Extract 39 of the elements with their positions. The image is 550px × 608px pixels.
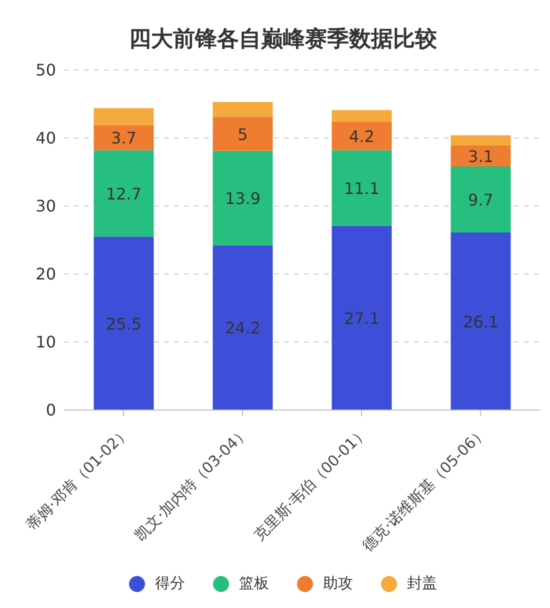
bar bbox=[332, 150, 392, 226]
bar bbox=[212, 150, 273, 246]
bar bbox=[332, 122, 392, 150]
bar bbox=[212, 116, 273, 151]
data-label: 9.7 bbox=[468, 190, 494, 210]
data-label: 26.1 bbox=[462, 312, 499, 332]
legend-label: 篮板 bbox=[238, 574, 269, 593]
bar bbox=[450, 232, 511, 410]
y-tick-label: 30 bbox=[36, 196, 56, 216]
chart-title: 四大前锋各自巅峰赛季数据比较 bbox=[128, 26, 438, 54]
legend-label: 助攻 bbox=[322, 574, 353, 593]
data-label: 4.2 bbox=[349, 126, 374, 146]
legend-label: 得分 bbox=[154, 574, 185, 593]
data-label: 13.9 bbox=[224, 189, 261, 208]
data-label: 5 bbox=[238, 124, 248, 144]
y-tick-label: 40 bbox=[36, 128, 56, 148]
y-tick-label: 10 bbox=[36, 332, 56, 352]
data-label: 12.7 bbox=[106, 184, 142, 204]
bar bbox=[332, 226, 392, 410]
bar bbox=[450, 145, 511, 167]
bar bbox=[212, 102, 273, 117]
y-tick-label: 50 bbox=[36, 60, 56, 80]
bar bbox=[94, 108, 154, 126]
y-tick-label: 20 bbox=[36, 264, 56, 284]
bar bbox=[94, 236, 154, 410]
bar bbox=[94, 125, 154, 150]
bar bbox=[94, 150, 154, 237]
bar bbox=[450, 166, 511, 233]
data-label: 3.1 bbox=[468, 147, 494, 166]
data-label: 11.1 bbox=[344, 178, 380, 198]
bar bbox=[212, 245, 273, 410]
data-label: 24.2 bbox=[224, 318, 261, 338]
bar bbox=[450, 135, 511, 146]
y-tick-label: 0 bbox=[46, 400, 56, 420]
legend-label: 封盖 bbox=[406, 574, 437, 593]
bar bbox=[332, 110, 392, 122]
data-label: 3.7 bbox=[111, 128, 136, 148]
data-label: 25.5 bbox=[106, 314, 142, 334]
data-label: 27.1 bbox=[344, 308, 380, 328]
